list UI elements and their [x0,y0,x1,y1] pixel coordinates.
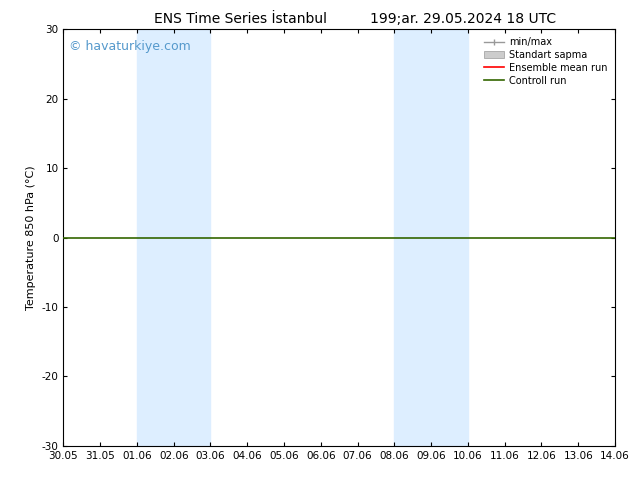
Legend: min/max, Standart sapma, Ensemble mean run, Controll run: min/max, Standart sapma, Ensemble mean r… [481,34,610,89]
Bar [394,29,468,446]
Y-axis label: Temperature 850 hPa (°C): Temperature 850 hPa (°C) [26,165,36,310]
Text: © havaturkiye.com: © havaturkiye.com [69,40,191,53]
Text: 199;ar. 29.05.2024 18 UTC: 199;ar. 29.05.2024 18 UTC [370,12,556,26]
Text: ENS Time Series İstanbul: ENS Time Series İstanbul [155,12,327,26]
Bar [137,29,210,446]
